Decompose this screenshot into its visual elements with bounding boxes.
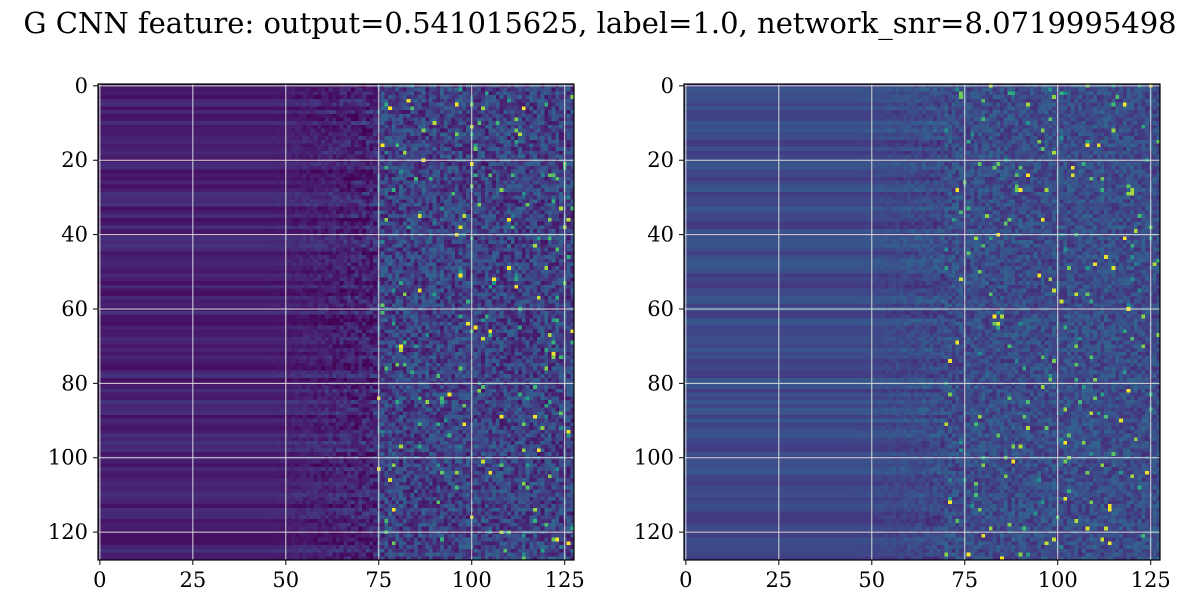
x-tick-label: 25 xyxy=(179,568,206,592)
x-tick-label: 0 xyxy=(93,568,106,592)
axes-frame xyxy=(683,83,1161,561)
y-tick-label: 20 xyxy=(647,148,674,172)
y-tick-label: 20 xyxy=(61,148,88,172)
y-tick-label: 60 xyxy=(61,297,88,321)
x-tick-label: 125 xyxy=(1131,568,1171,592)
x-tick-label: 25 xyxy=(765,568,792,592)
y-tick-label: 0 xyxy=(661,74,674,98)
x-tick-label: 50 xyxy=(272,568,299,592)
x-tick-label: 50 xyxy=(858,568,885,592)
right-heatmap-panel: 0 25 50 75 100 125 0 20 40 60 80 100 120 xyxy=(634,74,1171,592)
heatmap-image xyxy=(98,84,574,560)
y-tick-label: 100 xyxy=(634,446,674,470)
x-tick-label: 100 xyxy=(1038,568,1078,592)
y-tick-label: 0 xyxy=(75,74,88,98)
heatmap-image xyxy=(684,84,1160,560)
x-tick-label: 125 xyxy=(545,568,585,592)
y-tick-label: 80 xyxy=(647,371,674,395)
left-heatmap-panel: 0 25 50 75 100 125 0 20 40 60 80 100 120 xyxy=(48,74,585,592)
figure-title: G CNN feature: output=0.541015625, label… xyxy=(23,6,1177,40)
x-tick-label: 75 xyxy=(365,568,392,592)
x-tick-label: 100 xyxy=(452,568,492,592)
axes-frame xyxy=(97,83,575,561)
x-tick-label: 0 xyxy=(679,568,692,592)
y-tick-label: 120 xyxy=(634,520,674,544)
y-tick-label: 80 xyxy=(61,371,88,395)
y-tick-label: 60 xyxy=(647,297,674,321)
y-tick-label: 40 xyxy=(647,223,674,247)
y-tick-label: 100 xyxy=(48,446,88,470)
x-tick-label: 75 xyxy=(951,568,978,592)
y-tick-label: 120 xyxy=(48,520,88,544)
y-tick-label: 40 xyxy=(61,223,88,247)
